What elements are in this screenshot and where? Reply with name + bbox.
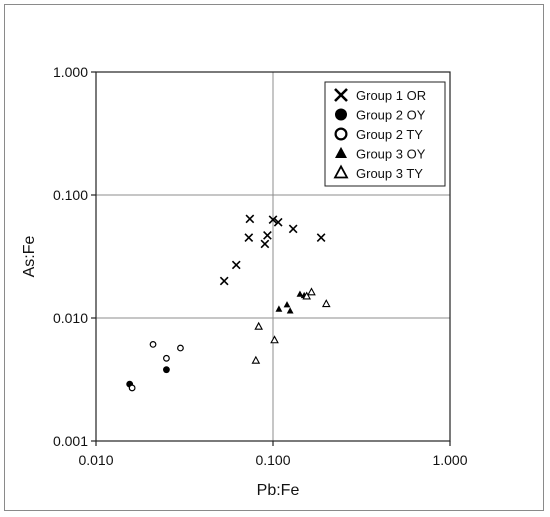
x-tick-label: 0.010: [78, 452, 113, 468]
data-point-series-5: [270, 335, 279, 344]
data-point-series-1: [260, 239, 270, 249]
data-point-series-3: [163, 354, 170, 362]
data-point-series-1: [273, 217, 283, 227]
data-point-series-5: [321, 299, 331, 308]
y-tick-label: 0.001: [53, 433, 88, 449]
data-point-series-4: [286, 307, 294, 314]
data-point-series-2: [163, 366, 170, 374]
data-point-series-5: [302, 291, 312, 300]
legend-label: Group 3 OY: [356, 147, 426, 162]
x-axis-label: Pb:Fe: [257, 482, 300, 499]
legend-label: Group 3 TY: [356, 166, 423, 181]
legend-marker-5: [333, 164, 349, 179]
chart-frame: [4, 4, 544, 511]
data-point-series-1: [288, 224, 298, 234]
legend-marker-2: [335, 108, 347, 121]
data-point-series-5: [251, 355, 261, 364]
y-tick-label: 0.100: [53, 187, 88, 203]
data-point-series-3: [149, 341, 157, 348]
data-point-series-3: [177, 344, 184, 352]
data-point-series-1: [231, 260, 241, 270]
data-point-series-1: [244, 233, 254, 243]
legend-marker-4: [335, 146, 347, 158]
y-tick-label: 0.010: [53, 310, 88, 326]
y-tick-label: 1.000: [53, 64, 88, 80]
legend-label: Group 1 OR: [356, 88, 426, 103]
data-point-series-4: [283, 301, 291, 308]
data-point-series-1: [245, 214, 255, 224]
data-point-series-1: [263, 230, 272, 240]
data-point-series-1: [268, 215, 278, 225]
data-point-series-4: [296, 290, 304, 297]
legend-label: Group 2 OY: [356, 108, 426, 123]
data-point-series-3: [128, 384, 136, 392]
y-axis-label: As:Fe: [21, 236, 38, 278]
x-tick-label: 1.000: [432, 452, 467, 468]
data-point-series-1: [316, 233, 326, 243]
data-point-series-1: [219, 276, 229, 286]
x-tick-label: 0.100: [255, 452, 290, 468]
legend-label: Group 2 TY: [356, 127, 423, 142]
data-point-series-5: [254, 321, 263, 330]
legend-marker-1: [334, 88, 348, 102]
data-point-series-5: [307, 287, 316, 296]
legend-marker-3: [334, 127, 348, 141]
data-point-series-4: [275, 305, 283, 312]
